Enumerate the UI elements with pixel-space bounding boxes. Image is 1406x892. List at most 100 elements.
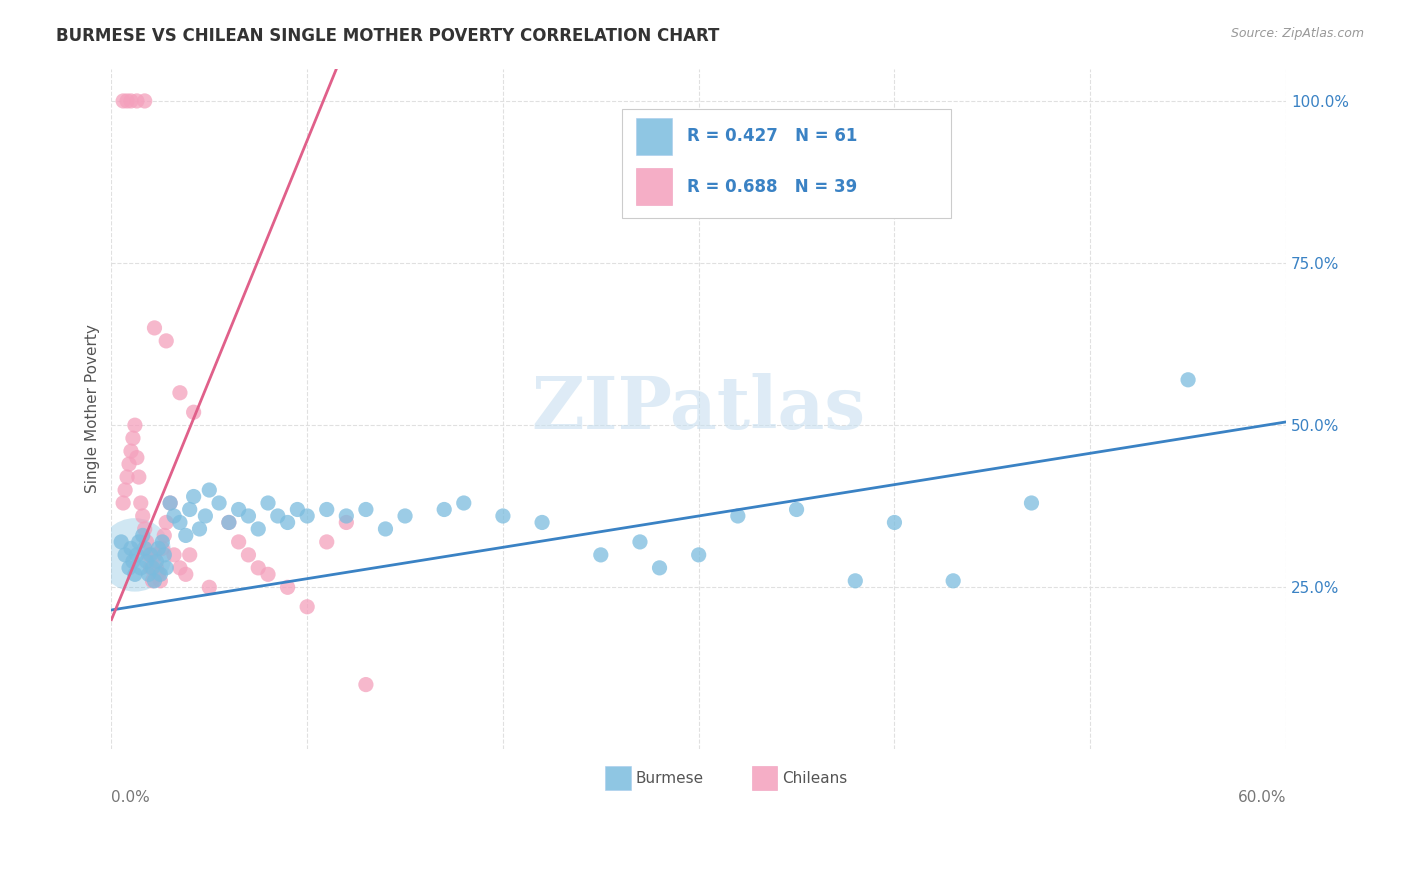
Point [134,522,156,536]
Point [143,548,166,562]
Point [139,548,162,562]
Point [122,554,145,568]
Point [150,541,173,556]
Point [125,450,148,465]
Point [648,561,671,575]
Point [247,561,270,575]
Text: Burmese: Burmese [636,771,703,786]
Point [129,561,152,575]
Text: BURMESE VS CHILEAN SINGLE MOTHER POVERTY CORRELATION CHART: BURMESE VS CHILEAN SINGLE MOTHER POVERTY… [56,27,720,45]
Text: Source: ZipAtlas.com: Source: ZipAtlas.com [1230,27,1364,40]
Point [124,567,146,582]
Text: 60.0%: 60.0% [1237,790,1286,805]
Point [179,548,201,562]
Point [141,561,163,575]
Point [169,385,191,400]
Text: ZIPatlas: ZIPatlas [531,374,866,444]
Point [335,516,357,530]
Point [143,574,166,588]
Bar [637,168,672,205]
Point [122,431,145,445]
Point [218,516,240,530]
Point [179,502,201,516]
Point [148,541,170,556]
Point [492,508,515,523]
Point [1177,373,1199,387]
Point [112,94,135,108]
Point [128,470,150,484]
Point [198,580,221,594]
Point [120,541,142,556]
Point [267,508,290,523]
Point [194,508,217,523]
Bar [623,110,952,219]
Point [155,334,177,348]
Bar [605,766,630,790]
Point [115,470,138,484]
Point [208,496,231,510]
Point [143,321,166,335]
Point [315,535,337,549]
Point [118,561,141,575]
Point [531,516,554,530]
Point [163,548,186,562]
Point [287,502,309,516]
Point [453,496,475,510]
Point [277,580,299,594]
Point [188,522,211,536]
Point [727,508,749,523]
Point [138,567,160,582]
Point [112,496,135,510]
Point [120,444,142,458]
Point [183,405,205,419]
Point [169,561,191,575]
Point [295,508,318,523]
Point [135,535,157,549]
Point [277,516,299,530]
Point [295,599,318,614]
Point [1021,496,1043,510]
Point [174,528,197,542]
Point [228,535,250,549]
Point [335,508,357,523]
Bar [637,118,672,155]
Point [128,535,150,549]
Point [433,502,456,516]
Point [688,548,710,562]
Point [844,574,866,588]
Bar [752,766,778,790]
Point [125,548,148,562]
Point [257,496,280,510]
Text: R = 0.427   N = 61: R = 0.427 N = 61 [688,128,858,145]
Point [125,94,148,108]
Point [124,548,146,562]
Point [183,490,205,504]
Point [145,561,167,575]
Point [786,502,808,516]
Point [198,483,221,497]
Point [115,94,138,108]
Point [218,516,240,530]
Point [118,457,141,471]
Point [141,574,163,588]
Point [132,528,155,542]
Point [120,94,142,108]
Point [150,535,173,549]
Point [155,516,177,530]
Point [134,94,156,108]
Point [163,508,186,523]
Point [169,516,191,530]
Point [238,548,260,562]
Point [374,522,396,536]
Point [153,548,176,562]
Text: R = 0.688   N = 39: R = 0.688 N = 39 [688,178,858,195]
Point [134,541,156,556]
Point [129,496,152,510]
Point [149,574,172,588]
Point [354,677,377,691]
Point [174,567,197,582]
Point [238,508,260,523]
Point [145,554,167,568]
Point [354,502,377,516]
Point [139,561,162,575]
